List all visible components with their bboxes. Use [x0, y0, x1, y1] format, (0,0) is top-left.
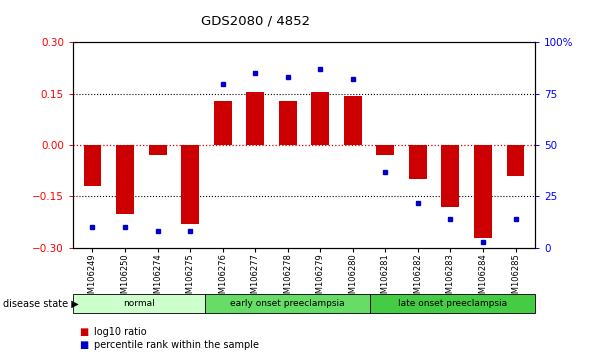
- Text: ■: ■: [79, 340, 88, 350]
- Text: ■: ■: [79, 327, 88, 337]
- Text: percentile rank within the sample: percentile rank within the sample: [94, 340, 259, 350]
- Bar: [148, 145, 167, 155]
- Text: GDS2080 / 4852: GDS2080 / 4852: [201, 14, 310, 27]
- Text: early onset preeclampsia: early onset preeclampsia: [230, 299, 345, 308]
- Text: normal: normal: [123, 299, 155, 308]
- Bar: [246, 92, 264, 145]
- Bar: [311, 92, 329, 145]
- Bar: [181, 145, 199, 224]
- Bar: [409, 145, 427, 179]
- Bar: [474, 145, 492, 238]
- Bar: [441, 145, 460, 207]
- Text: disease state ▶: disease state ▶: [3, 298, 79, 309]
- Text: late onset preeclampsia: late onset preeclampsia: [398, 299, 507, 308]
- Bar: [83, 145, 102, 186]
- Bar: [279, 101, 297, 145]
- Bar: [344, 96, 362, 145]
- Bar: [376, 145, 395, 155]
- Text: log10 ratio: log10 ratio: [94, 327, 147, 337]
- Bar: [213, 101, 232, 145]
- Bar: [116, 145, 134, 213]
- Bar: [506, 145, 525, 176]
